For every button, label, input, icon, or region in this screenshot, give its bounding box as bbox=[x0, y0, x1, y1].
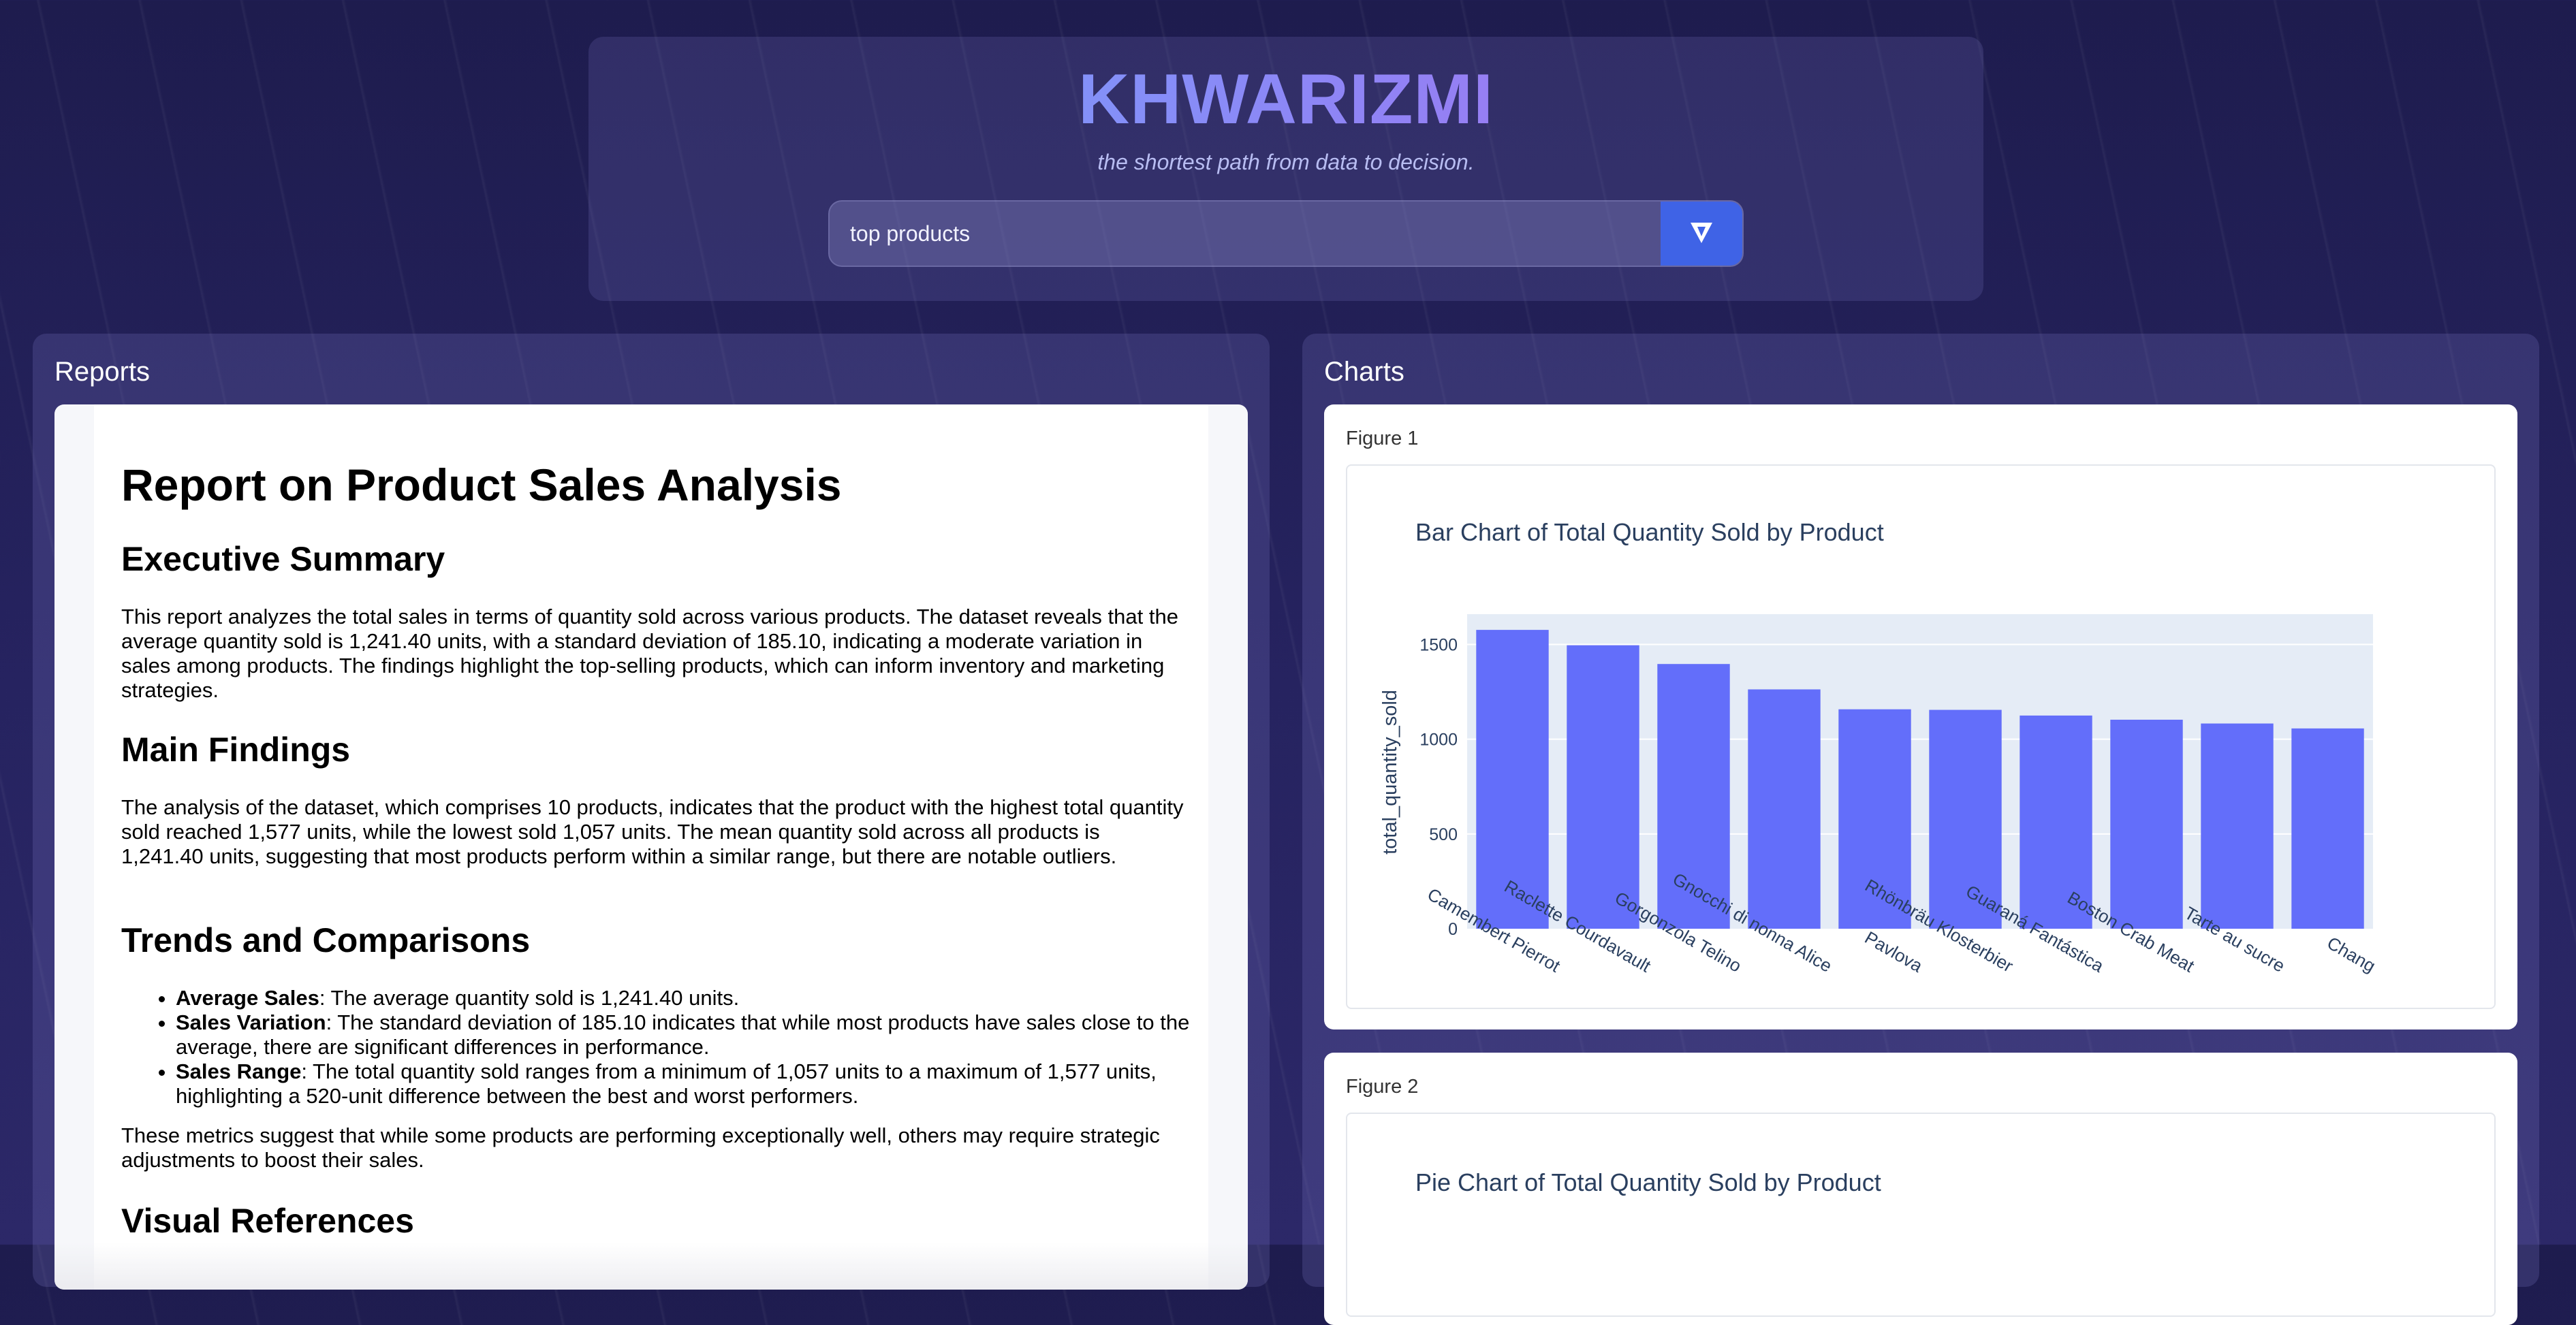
bar[interactable] bbox=[1476, 630, 1549, 929]
charts-title: Charts bbox=[1324, 357, 1404, 387]
header-card: KHWARIZMI the shortest path from data to… bbox=[588, 37, 1983, 301]
y-tick-label: 500 bbox=[1429, 825, 1458, 844]
brand-logo: KHWARIZMI bbox=[588, 64, 1983, 135]
bullet-label: Sales Range bbox=[176, 1059, 302, 1083]
list-item: Average Sales: The average quantity sold… bbox=[176, 986, 1238, 1010]
main-findings-text: The analysis of the dataset, which compr… bbox=[121, 795, 1184, 868]
figure-card-2: Figure 2 Pie Chart of Total Quantity Sol… bbox=[1324, 1053, 2517, 1325]
send-icon bbox=[1688, 219, 1715, 249]
bar[interactable] bbox=[1748, 689, 1821, 929]
report-document: Report on Product Sales Analysis Executi… bbox=[94, 404, 1208, 1290]
scroll-fade bbox=[54, 1242, 1248, 1290]
bar[interactable] bbox=[2201, 723, 2274, 929]
list-item: Sales Variation: The standard deviation … bbox=[176, 1010, 1238, 1059]
report-viewer[interactable]: Report on Product Sales Analysis Executi… bbox=[54, 404, 1248, 1290]
bar[interactable] bbox=[1657, 664, 1730, 929]
main-findings-heading: Main Findings bbox=[121, 731, 351, 769]
trends-list: Average Sales: The average quantity sold… bbox=[121, 986, 1238, 1108]
metrics-text: These metrics suggest that while some pr… bbox=[121, 1123, 1160, 1172]
search-button[interactable] bbox=[1661, 202, 1742, 266]
x-tick-label: Chang bbox=[2323, 932, 2378, 976]
bullet-label: Sales Variation bbox=[176, 1010, 326, 1034]
y-tick-label: 1000 bbox=[1419, 731, 1458, 750]
figure-frame: Bar Chart of Total Quantity Sold by Prod… bbox=[1346, 464, 2496, 1009]
bullet-text: : The average quantity sold is 1,241.40 … bbox=[319, 986, 740, 1010]
figure-label: Figure 2 bbox=[1346, 1076, 1419, 1098]
y-tick-label: 1500 bbox=[1419, 636, 1458, 655]
y-tick-labels: 0 500 1000 1500 bbox=[1419, 636, 1458, 939]
trends-heading: Trends and Comparisons bbox=[121, 921, 531, 959]
executive-summary-heading: Executive Summary bbox=[121, 540, 445, 578]
bullet-text: : The standard deviation of 185.10 indic… bbox=[176, 1010, 1190, 1059]
bar[interactable] bbox=[2110, 720, 2183, 929]
search-input[interactable] bbox=[830, 202, 1662, 266]
report-title: Report on Product Sales Analysis bbox=[121, 460, 842, 510]
bar[interactable] bbox=[1838, 709, 1911, 929]
y-axis-label: total_quantity_sold bbox=[1379, 690, 1401, 855]
figure-card-1: Figure 1 Bar Chart of Total Quantity Sol… bbox=[1324, 404, 2517, 1029]
pie-chart-title: Pie Chart of Total Quantity Sold by Prod… bbox=[1415, 1168, 1881, 1196]
figure-frame: Pie Chart of Total Quantity Sold by Prod… bbox=[1346, 1113, 2496, 1317]
bar[interactable] bbox=[2291, 728, 2364, 929]
bullet-label: Average Sales bbox=[176, 986, 319, 1010]
list-item: Sales Range: The total quantity sold ran… bbox=[176, 1059, 1238, 1108]
reports-title: Reports bbox=[54, 357, 151, 387]
tagline: the shortest path from data to decision. bbox=[1097, 150, 1475, 174]
bar[interactable] bbox=[2020, 715, 2092, 929]
reports-panel: Reports Report on Product Sales Analysis… bbox=[33, 334, 1270, 1290]
bar-chart[interactable]: Bar Chart of Total Quantity Sold by Prod… bbox=[1347, 466, 2494, 1008]
figure-label: Figure 1 bbox=[1346, 428, 1419, 449]
bullet-text: : The total quantity sold ranges from a … bbox=[176, 1059, 1157, 1108]
y-tick-label: 0 bbox=[1448, 920, 1458, 939]
bar[interactable] bbox=[1567, 645, 1639, 929]
executive-summary-text: This report analyzes the total sales in … bbox=[121, 605, 1178, 702]
charts-panel: Charts Figure 1 Bar Chart of Total Quant… bbox=[1302, 334, 2539, 1325]
visual-references-heading: Visual References bbox=[121, 1202, 414, 1240]
chart-title: Bar Chart of Total Quantity Sold by Prod… bbox=[1415, 518, 1884, 546]
bars bbox=[1476, 630, 2364, 929]
bar[interactable] bbox=[1929, 709, 2002, 929]
x-tick-label: Pavlova bbox=[1862, 927, 1927, 976]
search-bar bbox=[828, 200, 1744, 267]
